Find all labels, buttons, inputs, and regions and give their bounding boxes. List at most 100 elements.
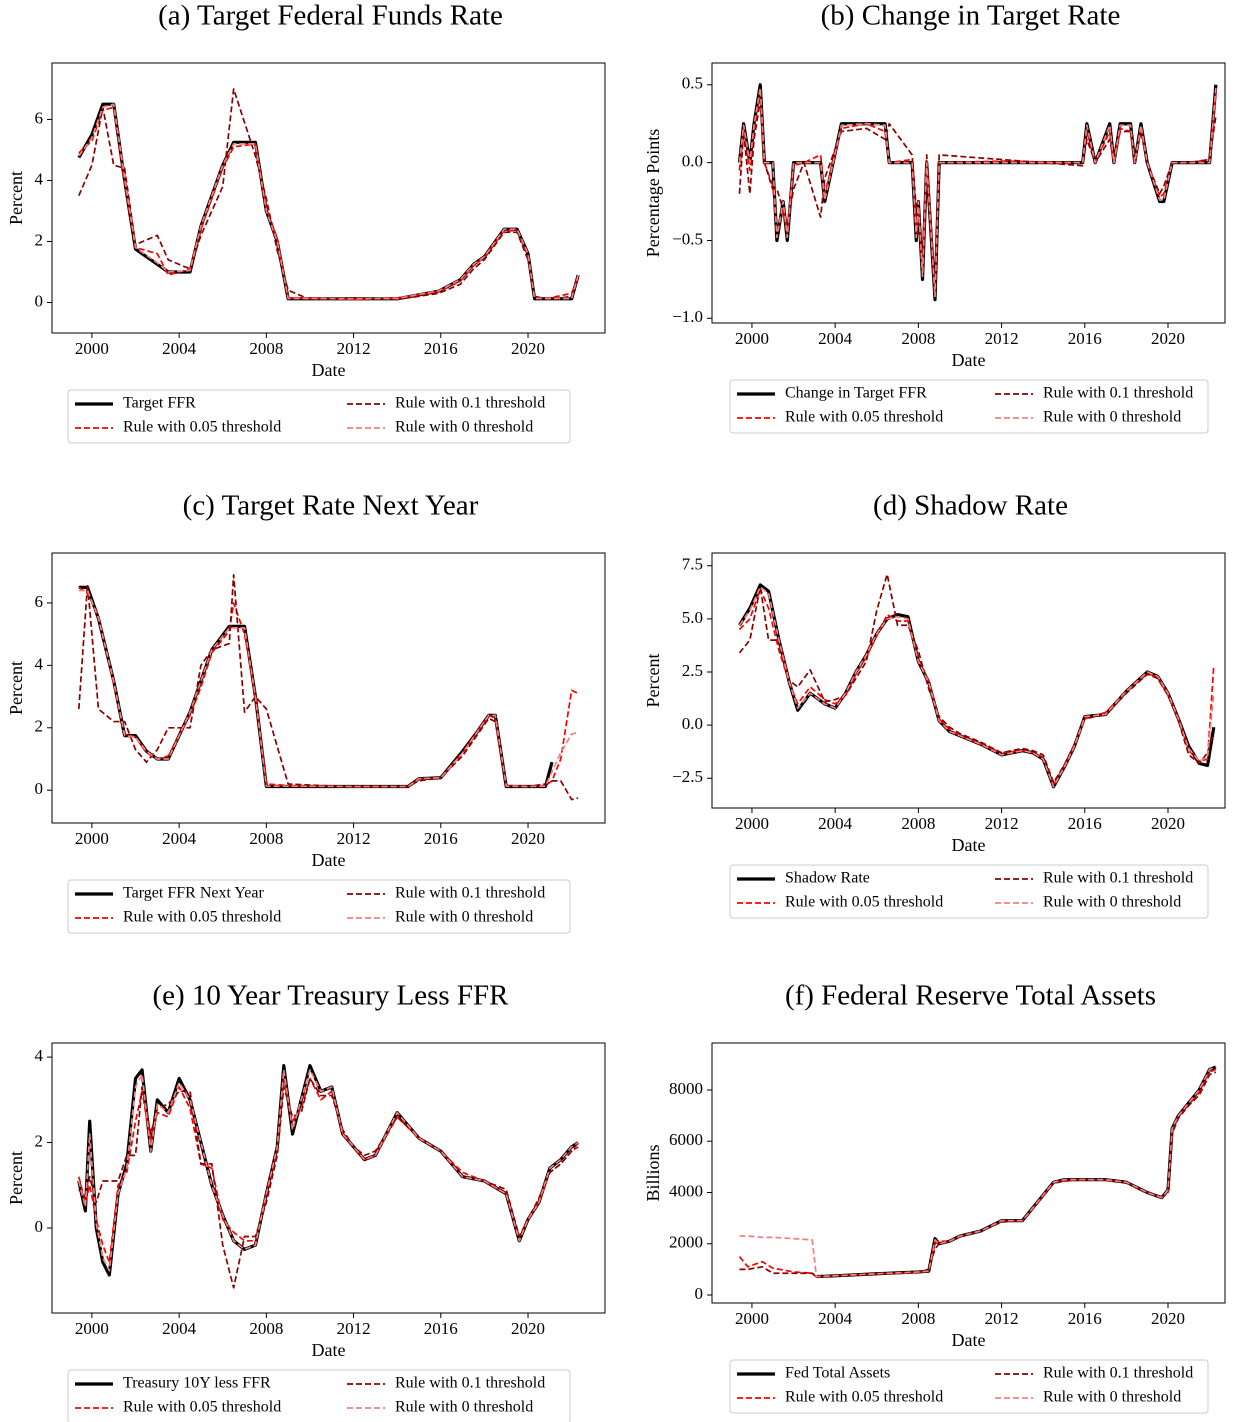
plot-area [737, 83, 1218, 302]
x-tick-label: 2008 [249, 339, 283, 358]
x-tick-label: 2008 [901, 329, 935, 348]
y-tick-label: 0 [695, 1284, 704, 1303]
x-tick-label: 2020 [1151, 1309, 1185, 1328]
series-line [78, 88, 579, 301]
chart-title: (c) Target Rate Next Year [183, 490, 479, 522]
x-tick-label: 2016 [424, 339, 458, 358]
x-tick-label: 2004 [162, 829, 197, 848]
y-tick-label: 2000 [669, 1233, 703, 1252]
legend-label: Rule with 0.1 threshold [1043, 870, 1193, 887]
y-tick-label: 0.5 [682, 74, 703, 93]
x-tick-label: 2008 [249, 829, 283, 848]
y-tick-label: 5.0 [682, 608, 703, 627]
series-line [77, 1064, 580, 1277]
x-tick-label: 2008 [901, 1309, 935, 1328]
y-tick-label: −2.5 [672, 767, 703, 786]
chart-title: (b) Change in Target Rate [821, 0, 1121, 32]
legend-label: Rule with 0.05 threshold [785, 894, 943, 911]
x-tick-label: 2020 [1151, 814, 1185, 833]
y-tick-label: 6 [35, 592, 44, 611]
series-line [78, 106, 579, 301]
series-line [738, 87, 1217, 298]
y-tick-label: 2 [35, 717, 44, 736]
y-tick-label: 0 [35, 291, 44, 310]
x-axis-label: Date [952, 835, 986, 855]
legend-label: Rule with 0.05 threshold [123, 419, 281, 436]
y-tick-label: 2 [35, 1131, 44, 1150]
series-line [738, 99, 1217, 289]
series-line [737, 83, 1218, 302]
y-tick-label: 4 [35, 1046, 44, 1065]
y-tick-label: 4 [35, 169, 44, 188]
y-tick-label: 4 [35, 654, 44, 673]
legend-label: Rule with 0.1 threshold [1043, 385, 1193, 402]
plot-area [738, 573, 1216, 789]
x-tick-label: 2008 [901, 814, 935, 833]
plot-frame [51, 62, 606, 334]
legend-label: Rule with 0 threshold [395, 419, 533, 436]
x-tick-label: 2016 [424, 1319, 458, 1338]
series-line [738, 586, 1215, 788]
legend-box [729, 1359, 1209, 1414]
series-line [77, 574, 579, 801]
legend-box [67, 1369, 571, 1422]
x-tick-label: 2000 [735, 814, 769, 833]
x-axis-label: Date [312, 850, 346, 870]
x-tick-label: 2004 [818, 1309, 853, 1328]
legend-box [729, 379, 1209, 434]
x-tick-label: 2008 [249, 1319, 283, 1338]
legend-label: Rule with 0 threshold [1043, 409, 1181, 426]
x-tick-label: 2020 [511, 829, 545, 848]
legend-label: Rule with 0 threshold [1043, 1389, 1181, 1406]
series-line [738, 573, 1215, 784]
series-line [739, 1071, 1217, 1278]
plot-area [77, 1064, 580, 1289]
legend-label: Rule with 0 threshold [1043, 894, 1181, 911]
legend-label: Rule with 0.1 threshold [395, 1375, 545, 1392]
series-line [78, 1077, 579, 1289]
x-axis-label: Date [312, 1340, 346, 1360]
x-tick-label: 2012 [337, 339, 371, 358]
legend-label: Rule with 0.05 threshold [785, 1389, 943, 1406]
x-axis-label: Date [952, 350, 986, 370]
x-axis-label: Date [952, 1330, 986, 1350]
x-tick-label: 2016 [424, 829, 458, 848]
legend-label: Rule with 0 threshold [395, 909, 533, 926]
legend-label: Treasury 10Y less FFR [123, 1375, 271, 1392]
plot-frame [711, 552, 1226, 809]
plot-frame [51, 552, 606, 824]
x-tick-label: 2000 [735, 1309, 769, 1328]
y-axis-label: Percent [643, 654, 663, 708]
y-tick-label: 0.0 [682, 714, 703, 733]
x-tick-label: 2016 [1068, 329, 1102, 348]
x-tick-label: 2004 [818, 329, 853, 348]
x-tick-label: 2012 [985, 329, 1019, 348]
series-line [77, 102, 580, 301]
chart-title: (e) 10 Year Treasury Less FFR [152, 980, 509, 1012]
y-tick-label: 6000 [669, 1130, 703, 1149]
x-tick-label: 2020 [511, 1319, 545, 1338]
plot-area [77, 88, 580, 301]
series-line [77, 1069, 579, 1272]
x-tick-label: 2000 [75, 829, 109, 848]
legend-label: Rule with 0 threshold [395, 1399, 533, 1416]
series-line [78, 103, 579, 300]
x-tick-label: 2004 [162, 1319, 197, 1338]
plot-area [77, 574, 579, 801]
x-tick-label: 2004 [818, 814, 853, 833]
chart-title: (d) Shadow Rate [873, 490, 1068, 522]
chart-title: (a) Target Federal Funds Rate [158, 0, 503, 32]
series-line [738, 91, 1217, 296]
y-axis-label: Billions [643, 1144, 663, 1201]
x-tick-label: 2012 [985, 814, 1019, 833]
y-axis-label: Percent [6, 1151, 26, 1205]
legend-box [67, 879, 571, 934]
plot-frame [51, 1042, 606, 1314]
x-tick-label: 2012 [985, 1309, 1019, 1328]
series-line [816, 1065, 1217, 1279]
legend-box [67, 389, 571, 444]
y-tick-label: 0 [35, 779, 44, 798]
x-tick-label: 2012 [337, 829, 371, 848]
y-axis-label: Percentage Points [643, 129, 663, 257]
